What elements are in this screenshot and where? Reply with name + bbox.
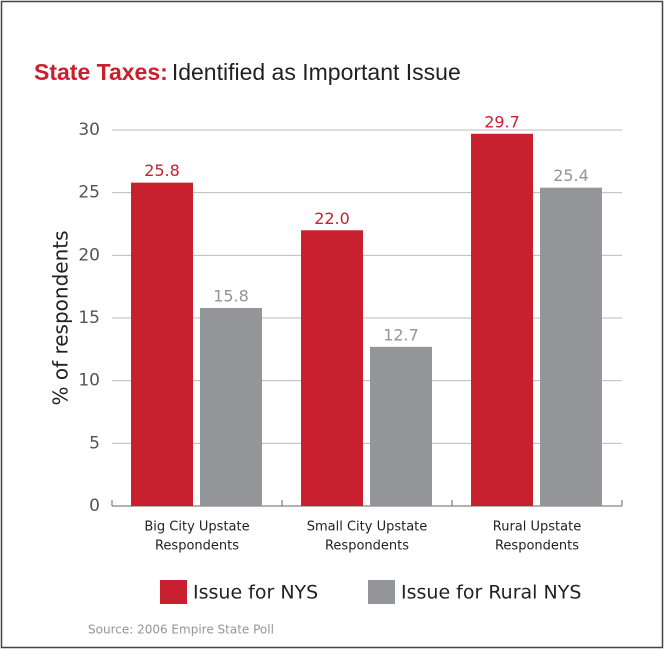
bar [200, 307, 262, 506]
bar [301, 230, 363, 506]
value-label: 25.8 [144, 161, 180, 180]
y-tick-label: 5 [89, 433, 100, 453]
y-tick-label: 30 [78, 120, 100, 140]
value-label: 22.0 [314, 209, 350, 228]
y-tick-label: 25 [78, 183, 100, 203]
x-tick-label: Respondents [155, 539, 239, 554]
bar [540, 187, 602, 507]
x-tick-label: Rural Upstate [493, 520, 581, 535]
y-tick-label: 20 [78, 245, 100, 265]
y-tick-label: 0 [89, 496, 100, 516]
bar [131, 182, 193, 506]
legend-swatch [160, 580, 187, 604]
legend-label: Issue for NYS [193, 582, 318, 604]
chart-title: State Taxes: Identified as Important Issu… [34, 59, 461, 85]
legend-label: Issue for Rural NYS [401, 582, 581, 604]
x-tick-label: Respondents [495, 539, 579, 554]
y-tick-label: 15 [78, 308, 100, 328]
y-axis-label: % of respondents [49, 230, 73, 405]
value-label: 12.7 [383, 325, 419, 344]
value-label: 29.7 [484, 112, 520, 131]
value-label: 15.8 [213, 286, 249, 305]
value-label: 25.4 [553, 166, 589, 185]
x-tick-label: Big City Upstate [144, 520, 249, 535]
bar [370, 346, 432, 506]
legend-swatch [368, 580, 395, 604]
x-tick-label: Small City Upstate [307, 520, 428, 535]
y-tick-label: 10 [78, 371, 100, 391]
x-tick-label: Respondents [325, 539, 409, 554]
bar [471, 133, 533, 506]
source: Source: 2006 Empire State Poll [88, 623, 274, 637]
